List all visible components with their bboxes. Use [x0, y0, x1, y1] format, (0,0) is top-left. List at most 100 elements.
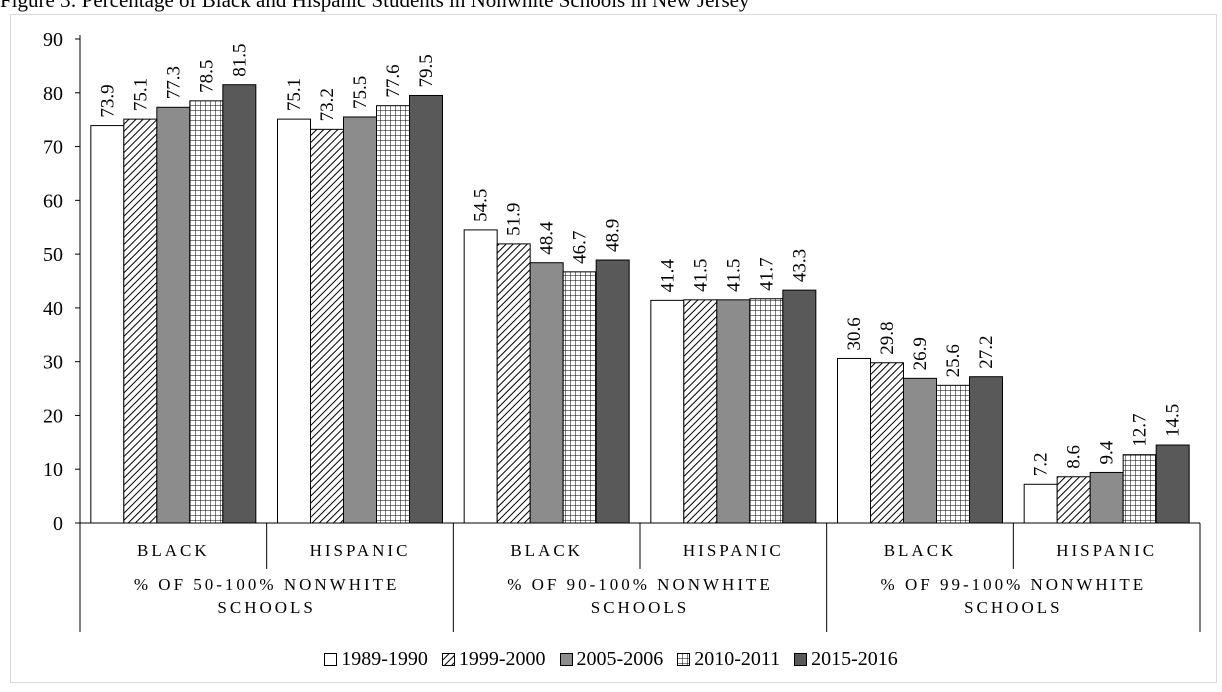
data-label: 77.3	[163, 66, 184, 99]
data-label: 48.9	[603, 219, 624, 252]
data-label: 41.5	[690, 259, 711, 292]
bar	[1023, 483, 1058, 524]
data-label: 75.1	[284, 78, 305, 111]
y-tick-label: 80	[43, 83, 63, 105]
group-label: SCHOOLS	[964, 598, 1062, 617]
y-tick-label: 0	[53, 513, 63, 535]
data-label: 29.8	[877, 321, 898, 354]
legend-swatch	[559, 653, 573, 666]
y-tick-label: 90	[43, 29, 63, 51]
group-label: % OF 50-100% NONWHITE	[134, 575, 400, 594]
bar	[1155, 444, 1190, 524]
group-label: % OF 99-100% NONWHITE	[881, 575, 1147, 594]
legend-label: 2010-2011	[694, 648, 781, 670]
legend: 1989-1990 1999-2000 2005-2006 2010-2011 2015…	[0, 648, 1222, 671]
data-label: 81.5	[229, 43, 250, 76]
legend-label: 1999-2000	[458, 648, 546, 670]
bar	[409, 94, 443, 524]
bar	[650, 299, 685, 524]
category-label: HISPANIC	[310, 541, 411, 560]
bar	[936, 384, 970, 524]
legend-label: 2015-2016	[811, 648, 898, 670]
bar	[90, 125, 125, 524]
data-label: 27.2	[976, 335, 997, 368]
data-label: 26.9	[910, 337, 931, 370]
bar	[222, 84, 257, 524]
data-label: 41.5	[723, 259, 744, 292]
data-label: 54.5	[471, 189, 492, 222]
bar	[310, 128, 344, 524]
bar	[1089, 471, 1124, 524]
group-label: % OF 90-100% NONWHITE	[507, 575, 773, 594]
bar	[837, 357, 871, 524]
bar	[189, 100, 224, 524]
bar	[1056, 476, 1091, 524]
legend-swatch	[441, 653, 455, 666]
data-label: 75.1	[130, 78, 151, 111]
category-label: HISPANIC	[683, 541, 784, 560]
bar	[463, 229, 498, 524]
group-label: SCHOOLS	[217, 598, 315, 617]
y-tick-label: 20	[43, 405, 63, 427]
y-tick-label: 60	[43, 190, 63, 212]
bar	[782, 289, 817, 524]
data-label: 14.5	[1163, 404, 1184, 437]
data-label: 75.5	[350, 76, 371, 109]
data-label: 30.6	[844, 317, 865, 350]
data-label: 51.9	[504, 203, 525, 236]
data-label: 7.2	[1031, 453, 1052, 477]
bar	[156, 106, 191, 524]
y-tick-label: 10	[43, 459, 63, 481]
bar	[969, 376, 1003, 524]
y-tick-label: 50	[43, 244, 63, 266]
bar	[683, 299, 718, 524]
data-label: 41.4	[657, 259, 678, 293]
bar	[343, 116, 377, 524]
legend-item: 1999-2000	[441, 648, 546, 671]
legend-label: 1989-1990	[341, 648, 428, 670]
legend-swatch-rect	[324, 653, 338, 666]
data-label: 43.3	[789, 249, 810, 282]
data-label: 8.6	[1064, 445, 1085, 469]
category-label: HISPANIC	[1056, 541, 1157, 560]
data-label: 41.7	[756, 257, 777, 290]
legend-swatch	[324, 653, 338, 666]
bar	[870, 362, 904, 524]
y-tick-label: 70	[43, 137, 63, 159]
data-label: 12.7	[1130, 413, 1151, 446]
bar	[716, 299, 751, 524]
data-label: 77.6	[383, 64, 404, 97]
y-tick-label: 40	[43, 298, 63, 320]
legend-swatch-rect	[559, 653, 573, 666]
legend-swatch	[794, 653, 808, 666]
bar	[595, 259, 630, 524]
chart-border	[10, 14, 1217, 683]
legend-item: 1989-1990	[324, 648, 428, 671]
data-label: 25.6	[943, 344, 964, 377]
bar	[749, 298, 784, 524]
data-label: 9.4	[1097, 440, 1118, 464]
data-label: 78.5	[196, 60, 217, 93]
data-label: 48.4	[537, 221, 558, 255]
legend-label: 2005-2006	[576, 648, 664, 670]
legend-swatch-rect	[677, 653, 691, 666]
legend-swatch-rect	[794, 653, 808, 666]
legend-item: 2010-2011	[677, 648, 780, 671]
figure-title: Figure 3: Percentage of Black and Hispan…	[0, 0, 750, 12]
bar	[562, 271, 597, 524]
data-label: 73.2	[317, 88, 338, 121]
legend-item: 2015-2016	[794, 648, 898, 671]
bar	[277, 118, 311, 524]
y-tick-label: 30	[43, 352, 63, 374]
legend-item: 2005-2006	[559, 648, 664, 671]
bar	[529, 262, 564, 524]
category-label: BLACK	[510, 541, 583, 560]
data-label: 79.5	[416, 54, 437, 87]
data-label: 73.9	[97, 84, 118, 117]
bar	[376, 105, 410, 524]
bar	[1122, 454, 1157, 524]
bar	[123, 118, 158, 524]
data-label: 46.7	[570, 231, 591, 264]
bar	[496, 243, 531, 524]
